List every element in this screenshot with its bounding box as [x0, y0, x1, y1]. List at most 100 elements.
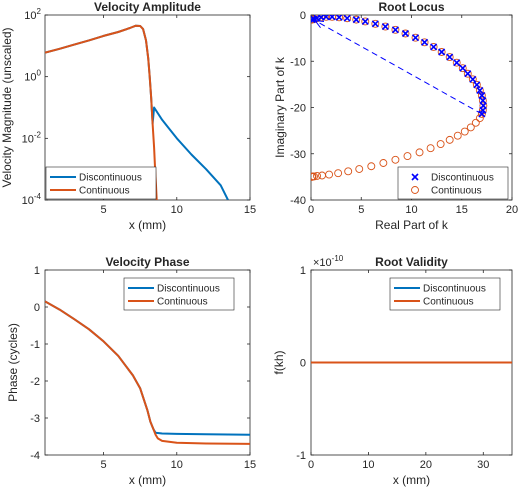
amplitude-xlabel: x (mm): [129, 218, 166, 232]
locus-point-continuous: [381, 22, 390, 31]
validity-exponent-label: ×10-10: [313, 254, 344, 269]
locus-point-discontinuous: [420, 38, 429, 46]
locus-point-discontinuous: [381, 22, 389, 31]
amplitude-ytick-label: 10-4: [22, 192, 42, 207]
locus-point-continuous: [367, 162, 376, 171]
locus-point-continuous: [471, 118, 480, 127]
locus-point-continuous: [436, 140, 445, 148]
locus-point-continuous: [458, 64, 467, 73]
validity-ylabel: f(kh): [272, 350, 286, 374]
locus-point-continuous: [429, 42, 438, 51]
validity-ytick-label: 0: [300, 358, 306, 370]
phase-ytick-label: -2: [30, 376, 40, 388]
phase-ytick-label: -3: [30, 413, 40, 425]
validity-ytick-label: -1: [296, 450, 306, 462]
amplitude-xtick-label: 5: [101, 204, 107, 216]
amplitude-xtick-label: 15: [244, 204, 256, 216]
locus-point-continuous: [445, 135, 454, 144]
locus-point-continuous: [463, 69, 472, 78]
locus-ytick-label: -20: [290, 103, 306, 115]
locus-point-discontinuous: [335, 15, 343, 21]
phase-ylabel: Phase (cycles): [6, 323, 20, 402]
locus-point-continuous: [334, 169, 343, 178]
locus-point-continuous: [460, 127, 469, 136]
locus-arrow-head: [313, 19, 325, 28]
phase-ytick-label: 1: [34, 265, 40, 277]
amplitude-chart: Velocity Amplitude x (mm) Velocity Magnitu…: [0, 0, 256, 232]
locus-point-discontinuous: [459, 64, 467, 72]
validity-xtick-label: 10: [362, 459, 374, 471]
locus-point-discontinuous: [352, 16, 360, 24]
amplitude-legend-label: Discontinuous: [79, 173, 142, 184]
locus-point-continuous: [391, 155, 400, 164]
locus-point-continuous: [426, 144, 435, 153]
locus-ylabel: Imaginary Part of k: [273, 56, 287, 158]
locus-point-continuous: [318, 171, 327, 180]
locus-ytick-label: -30: [290, 149, 306, 161]
locus-point-continuous: [311, 172, 316, 181]
phase-ytick-label: 0: [34, 302, 40, 314]
locus-point-discontinuous: [411, 34, 420, 42]
phase-xlabel: x (mm): [129, 473, 166, 487]
validity-legend-label: Discontinuous: [423, 284, 486, 295]
locus-point-continuous: [411, 33, 420, 42]
phase-title: Velocity Phase: [105, 255, 189, 269]
locus-xtick-label: 20: [506, 204, 518, 216]
locus-title: Root Locus: [379, 0, 445, 14]
locus-point-continuous: [391, 25, 400, 34]
validity-xtick-label: 0: [308, 459, 314, 471]
locus-point-discontinuous: [478, 91, 486, 100]
locus-point-discontinuous: [453, 59, 461, 67]
locus-ytick-label: -40: [290, 195, 306, 207]
amplitude-legend: Discontinuous Continuous: [45, 166, 157, 200]
locus-point-discontinuous: [464, 70, 472, 78]
amplitude-ytick-label: 100: [24, 69, 41, 84]
locus-xtick-label: 5: [358, 204, 364, 216]
locus-point-continuous: [371, 19, 380, 28]
phase-xtick-label: 15: [244, 459, 256, 471]
locus-point-continuous: [361, 17, 370, 26]
locus-point-continuous: [352, 15, 361, 24]
amplitude-series-continuous-line: [45, 24, 158, 200]
validity-legend-label: Continuous: [423, 297, 474, 308]
locus-point-continuous: [401, 29, 410, 38]
amplitude-plot-area: [45, 24, 229, 200]
locus-point-discontinuous: [361, 17, 369, 26]
locus-xlabel: Real Part of k: [375, 218, 449, 232]
locus-point-discontinuous: [391, 26, 399, 34]
locus-point-discontinuous: [311, 16, 316, 24]
amplitude-ylabel: Velocity Magnitude (unscaled): [0, 27, 14, 187]
validity-ytick-label: 1: [300, 265, 306, 277]
locus-point-continuous: [403, 152, 412, 161]
amplitude-legend-label: Continuous: [79, 186, 130, 197]
locus-point-discontinuous: [446, 53, 454, 61]
locus-ytick-label: -10: [290, 56, 306, 68]
amplitude-ytick-label: 102: [24, 7, 41, 22]
locus-point-continuous: [313, 171, 321, 180]
phase-plot-area: [45, 300, 250, 445]
validity-legend-box: [389, 277, 501, 311]
locus-point-continuous: [437, 48, 446, 56]
locus-point-discontinuous: [476, 86, 484, 94]
locus-point-continuous: [468, 75, 477, 84]
amplitude-legend-box: [45, 166, 157, 200]
locus-point-continuous: [335, 15, 344, 22]
locus-point-discontinuous: [430, 43, 438, 51]
locus-point-discontinuous: [322, 15, 330, 21]
locus-point-discontinuous: [401, 29, 410, 38]
locus-point-discontinuous: [469, 75, 477, 83]
locus-point-continuous: [445, 53, 454, 62]
amplitude-xtick-label: 10: [171, 204, 183, 216]
locus-legend: Discontinuous Continuous: [397, 166, 509, 200]
locus-xtick-label: 15: [456, 204, 468, 216]
phase-legend: Discontinuous Continuous: [123, 277, 235, 311]
locus-legend-label: Continuous: [431, 186, 482, 197]
locus-point-continuous: [466, 123, 475, 132]
locus-point-continuous: [379, 159, 388, 167]
locus-point-continuous: [344, 167, 353, 176]
locus-chart: Root Locus Real Part of k Imaginary Part o…: [273, 0, 518, 232]
phase-legend-label: Discontinuous: [157, 284, 220, 295]
